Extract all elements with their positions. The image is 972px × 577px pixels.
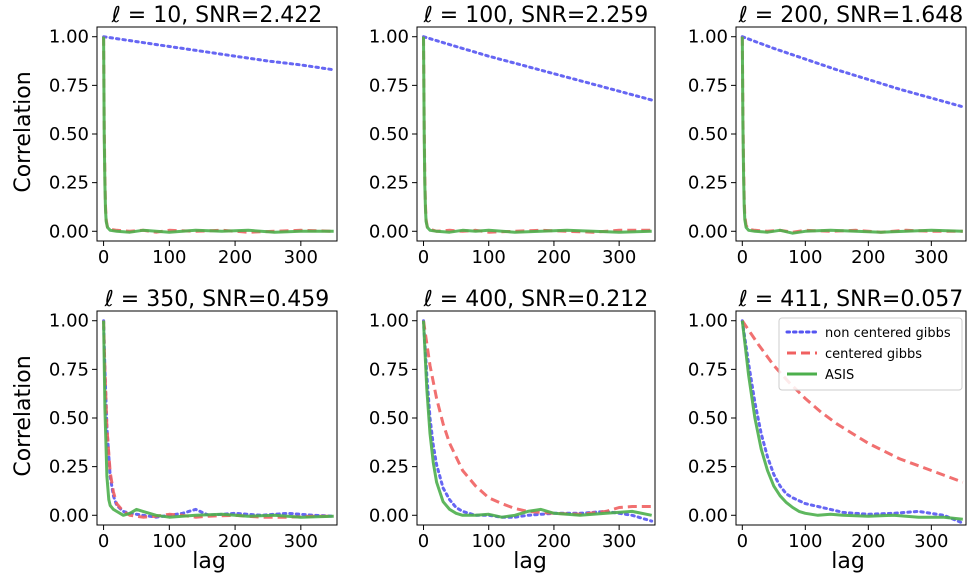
xlabel-panel-5: lag: [513, 549, 547, 574]
x-tick-label: 0: [737, 531, 748, 552]
axes-frame: [416, 310, 656, 526]
axes-frame: [96, 310, 338, 526]
x-tick-label: 100: [788, 531, 822, 552]
subplot-title: ℓ = 400, SNR=0.212: [423, 287, 649, 312]
y-tick-label: 1.00: [369, 311, 409, 332]
x-tick-label: 0: [98, 247, 109, 268]
series-line-ASIS: [422, 320, 652, 519]
subplot-1: ℓ = 10, SNR=2.422 0 100 200 300 0.00 0.25 0.50 0…: [49, 3, 338, 268]
x-tick-label: 0: [418, 531, 429, 552]
y-tick-label: 0.25: [688, 173, 728, 194]
y-tick-label: 0.50: [369, 408, 409, 429]
series-line-non-centered-gibbs: [740, 35, 965, 109]
series-line-centered-gibbs: [102, 320, 334, 519]
subplot-title: ℓ = 350, SNR=0.459: [104, 287, 330, 312]
legend-box: [778, 317, 963, 391]
series-line-centered-gibbs: [740, 36, 963, 234]
y-tick-label: 0.00: [49, 505, 89, 526]
x-tick-label: 300: [602, 531, 636, 552]
y-tick-label: 0.50: [49, 408, 89, 429]
series-line-ASIS: [422, 36, 652, 234]
series-line-non-centered-gibbs: [422, 35, 654, 102]
series-line-non-centered-gibbs: [422, 319, 654, 523]
y-tick-label: 1.00: [49, 311, 89, 332]
x-tick-label: 200: [218, 531, 252, 552]
subplot-5: ℓ = 400, SNR=0.212 0 100 200 300 0.00 0.25 0.50…: [369, 287, 656, 552]
y-tick-label: 0.75: [49, 75, 89, 96]
y-tick-label: 0.25: [49, 457, 89, 478]
y-tick-label: 0.00: [369, 221, 409, 242]
subplot-4: ℓ = 350, SNR=0.459 0 100 200 300 0.00 0.25 0.50…: [49, 287, 338, 552]
y-tick-label: 0.00: [369, 505, 409, 526]
series-line-ASIS: [102, 36, 334, 234]
x-tick-label: 200: [537, 531, 571, 552]
y-tick-label: 0.00: [688, 505, 728, 526]
axes-frame: [96, 26, 338, 242]
y-tick-label: 0.25: [688, 457, 728, 478]
y-tick-label: 0.25: [369, 457, 409, 478]
x-tick-label: 100: [472, 531, 506, 552]
x-tick-label: 200: [851, 531, 885, 552]
legend: non centered gibbs centered gibbs ASIS: [778, 317, 963, 391]
ylabel-top-row: Correlation: [11, 71, 36, 192]
series-line-non-centered-gibbs: [740, 319, 965, 525]
x-tick-label: 0: [98, 531, 109, 552]
y-tick-label: 0.25: [49, 173, 89, 194]
series-line-centered-gibbs: [422, 320, 652, 516]
x-tick-label: 0: [737, 247, 748, 268]
xlabel-panel-4: lag: [192, 549, 226, 574]
y-tick-label: 1.00: [369, 27, 409, 48]
x-tick-label: 200: [851, 247, 885, 268]
x-tick-label: 200: [218, 247, 252, 268]
series-line-ASIS: [740, 320, 963, 521]
x-tick-label: 300: [602, 247, 636, 268]
y-tick-label: 0.00: [688, 221, 728, 242]
x-tick-label: 0: [418, 247, 429, 268]
x-tick-label: 300: [914, 531, 948, 552]
xlabel-panel-6: lag: [831, 549, 865, 574]
x-tick-label: 200: [537, 247, 571, 268]
subplot-3: ℓ = 200, SNR=1.648 0 100 200 300 0.00 0.25 0.50…: [688, 3, 967, 268]
y-tick-label: 0.50: [49, 124, 89, 145]
legend-label: centered gibbs: [825, 347, 922, 362]
x-tick-label: 100: [788, 247, 822, 268]
subplot-title: ℓ = 10, SNR=2.422: [111, 3, 323, 28]
legend-label: ASIS: [825, 368, 854, 383]
series-line-ASIS: [740, 36, 963, 235]
series-line-ASIS: [102, 320, 334, 519]
x-tick-label: 100: [472, 247, 506, 268]
x-tick-label: 300: [914, 247, 948, 268]
y-tick-label: 0.00: [49, 221, 89, 242]
subplot-title: ℓ = 100, SNR=2.259: [423, 3, 649, 28]
y-tick-label: 0.50: [369, 124, 409, 145]
series-line-non-centered-gibbs: [102, 319, 336, 519]
y-tick-label: 0.50: [688, 124, 728, 145]
x-tick-label: 300: [284, 531, 318, 552]
series-line-centered-gibbs: [422, 36, 652, 234]
series-line-non-centered-gibbs: [102, 35, 336, 72]
y-tick-label: 1.00: [688, 27, 728, 48]
y-tick-label: 0.75: [688, 359, 728, 380]
subplot-2: ℓ = 100, SNR=2.259 0 100 200 300 0.00 0.25 0.50…: [369, 3, 656, 268]
ylabel-bottom-row: Correlation: [11, 355, 36, 476]
y-tick-label: 0.50: [688, 408, 728, 429]
axes-frame: [735, 26, 967, 242]
y-tick-label: 0.75: [49, 359, 89, 380]
y-tick-label: 1.00: [49, 27, 89, 48]
y-tick-label: 0.25: [369, 173, 409, 194]
subplot-title: ℓ = 411, SNR=0.057: [738, 287, 964, 312]
axes-frame: [416, 26, 656, 242]
legend-label: non centered gibbs: [825, 326, 951, 341]
x-tick-label: 100: [152, 531, 186, 552]
y-tick-label: 0.75: [688, 75, 728, 96]
x-tick-label: 100: [152, 247, 186, 268]
y-tick-label: 0.75: [369, 75, 409, 96]
y-tick-label: 1.00: [688, 311, 728, 332]
x-tick-label: 300: [284, 247, 318, 268]
y-tick-label: 0.75: [369, 359, 409, 380]
subplot-title: ℓ = 200, SNR=1.648: [738, 3, 964, 28]
